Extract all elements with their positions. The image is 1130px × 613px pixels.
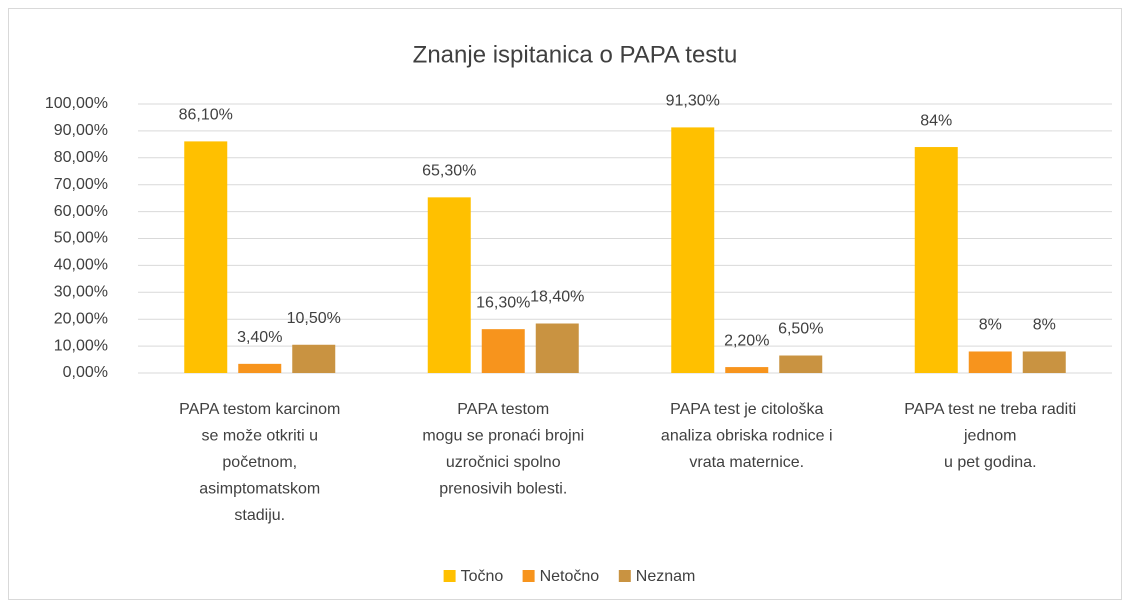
legend-label: Netočno bbox=[540, 568, 600, 585]
x-tick-label: asimptomatskom bbox=[199, 481, 320, 498]
bar bbox=[184, 141, 228, 373]
bar bbox=[968, 351, 1012, 373]
x-tick-label: vrata maternice. bbox=[689, 454, 804, 471]
x-tick-label: analiza obriska rodnice i bbox=[661, 428, 833, 445]
x-tick-label: PAPA test ne treba raditi bbox=[904, 401, 1076, 418]
y-tick-label: 60,00% bbox=[54, 203, 108, 220]
bar bbox=[914, 147, 958, 373]
data-label: 8% bbox=[1033, 317, 1056, 334]
legend-swatch bbox=[522, 570, 535, 582]
x-tick-label: početnom, bbox=[222, 454, 297, 471]
bar bbox=[481, 329, 525, 373]
data-label: 6,50% bbox=[778, 321, 823, 338]
bar bbox=[725, 367, 769, 373]
x-tick-label: u pet godina. bbox=[944, 454, 1037, 471]
y-tick-label: 90,00% bbox=[54, 122, 108, 139]
data-label: 86,10% bbox=[179, 107, 233, 124]
y-tick-label: 20,00% bbox=[54, 310, 108, 327]
x-tick-label: mogu se pronaći brojni bbox=[422, 428, 584, 445]
x-tick-label: PAPA test je citološka bbox=[670, 401, 823, 418]
bar bbox=[535, 323, 579, 373]
data-label: 10,50% bbox=[287, 310, 341, 327]
bar bbox=[1022, 351, 1066, 373]
legend-label: Točno bbox=[461, 568, 504, 585]
bar bbox=[238, 363, 282, 373]
x-tick-label: prenosivih bolesti. bbox=[439, 481, 567, 498]
x-tick-label: uzročnici spolno bbox=[446, 454, 561, 471]
data-label: 2,20% bbox=[724, 332, 769, 349]
bar bbox=[779, 355, 823, 373]
x-tick-label: se može otkriti u bbox=[202, 428, 318, 445]
legend-swatch bbox=[618, 570, 631, 582]
y-tick-label: 30,00% bbox=[54, 284, 108, 301]
bar bbox=[671, 127, 715, 373]
bar bbox=[292, 344, 336, 373]
x-tick-label: stadiju. bbox=[234, 507, 285, 524]
bar bbox=[427, 197, 471, 373]
x-tick-label: PAPA testom bbox=[457, 401, 549, 418]
y-tick-label: 80,00% bbox=[54, 149, 108, 166]
chart-title: Znanje ispitanica o PAPA testu bbox=[413, 41, 738, 68]
x-tick-label: PAPA testom karcinom bbox=[179, 401, 340, 418]
data-label: 91,30% bbox=[666, 93, 720, 110]
legend-label: Neznam bbox=[636, 568, 696, 585]
y-tick-label: 100,00% bbox=[45, 95, 108, 112]
data-label: 84% bbox=[920, 112, 952, 129]
data-label: 65,30% bbox=[422, 163, 476, 180]
legend-swatch bbox=[443, 570, 456, 582]
y-tick-label: 0,00% bbox=[63, 364, 108, 381]
y-tick-label: 70,00% bbox=[54, 176, 108, 193]
data-label: 3,40% bbox=[237, 329, 282, 346]
data-label: 8% bbox=[979, 317, 1002, 334]
y-tick-label: 10,00% bbox=[54, 337, 108, 354]
data-label: 18,40% bbox=[530, 289, 584, 306]
x-tick-label: jednom bbox=[963, 428, 1016, 445]
data-label: 16,30% bbox=[476, 294, 530, 311]
y-tick-label: 50,00% bbox=[54, 230, 108, 247]
y-tick-label: 40,00% bbox=[54, 257, 108, 274]
